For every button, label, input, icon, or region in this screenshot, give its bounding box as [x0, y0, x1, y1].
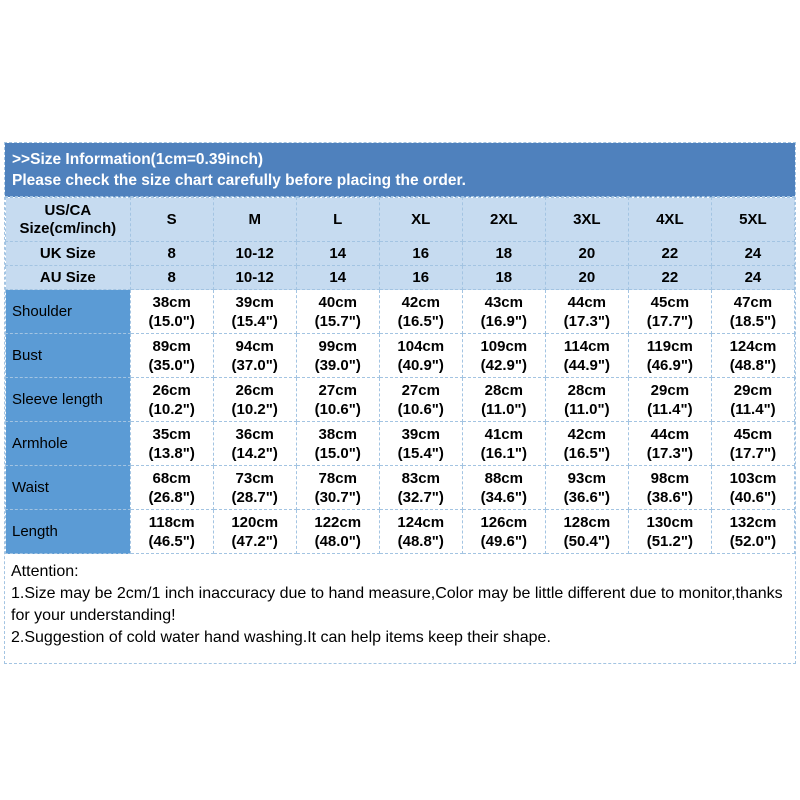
attention-note-1: 1.Size may be 2cm/1 inch inaccuracy due … — [11, 585, 783, 624]
size-value-cell: 41cm (16.1") — [461, 421, 546, 466]
size-value-cell: 99cm (39.0") — [295, 333, 380, 378]
size-value-cell: 78cm (30.7") — [295, 465, 380, 510]
attention-section: Attention: 1.Size may be 2cm/1 inch inac… — [5, 554, 795, 663]
row-label: UK Size — [5, 241, 131, 266]
row-label: Waist — [5, 465, 131, 510]
size-value-cell: 43cm (16.9") — [461, 289, 546, 334]
size-value-cell: 44cm (17.3") — [544, 289, 629, 334]
size-value-cell: 124cm (48.8") — [710, 333, 796, 378]
measurement-row: Length 118cm (46.5") 120cm (47.2") 122cm (4… — [5, 509, 796, 554]
size-value-cell: 20 — [544, 265, 629, 290]
measurement-row: Waist 68cm (26.8") 73cm (28.7") 78cm (30.7"… — [5, 465, 796, 510]
size-column-5xl: 5XL — [710, 197, 796, 242]
size-value-cell: 14 — [295, 265, 380, 290]
size-value-cell: 68cm (26.8") — [129, 465, 214, 510]
size-value-cell: 16 — [378, 241, 463, 266]
size-value-cell: 36cm (14.2") — [212, 421, 297, 466]
size-column-3xl: 3XL — [544, 197, 629, 242]
size-value-cell: 10-12 — [212, 265, 297, 290]
size-value-cell: 118cm (46.5") — [129, 509, 214, 554]
size-value-cell: 45cm (17.7") — [627, 289, 712, 334]
size-value-cell: 124cm (48.8") — [378, 509, 463, 554]
size-info-subtitle: Please check the size chart carefully be… — [12, 172, 466, 189]
size-value-cell: 26cm (10.2") — [212, 377, 297, 422]
corner-label: US/CA Size(cm/inch) — [5, 197, 131, 242]
size-value-cell: 18 — [461, 265, 546, 290]
size-chart-sheet: >>Size Information(1cm=0.39inch) Please … — [4, 142, 796, 664]
size-value-cell: 120cm (47.2") — [212, 509, 297, 554]
row-label: Length — [5, 509, 131, 554]
size-value-cell: 42cm (16.5") — [378, 289, 463, 334]
size-value-cell: 88cm (34.6") — [461, 465, 546, 510]
size-value-cell: 94cm (37.0") — [212, 333, 297, 378]
size-value-cell: 98cm (38.6") — [627, 465, 712, 510]
size-value-cell: 39cm (15.4") — [378, 421, 463, 466]
size-info-title: >>Size Information(1cm=0.39inch) — [12, 151, 264, 168]
size-value-cell: 27cm (10.6") — [295, 377, 380, 422]
measurement-row: Sleeve length 26cm (10.2") 26cm (10.2") 27c… — [5, 377, 796, 422]
size-value-cell: 93cm (36.6") — [544, 465, 629, 510]
size-value-cell: 10-12 — [212, 241, 297, 266]
size-column-2xl: 2XL — [461, 197, 546, 242]
attention-title: Attention: — [11, 563, 79, 580]
size-column-xl: XL — [378, 197, 463, 242]
size-value-cell: 40cm (15.7") — [295, 289, 380, 334]
measurement-row: Shoulder 38cm (15.0") 39cm (15.4") 40cm (15… — [5, 289, 796, 334]
size-value-cell: 26cm (10.2") — [129, 377, 214, 422]
size-value-cell: 29cm (11.4") — [710, 377, 796, 422]
size-value-cell: 109cm (42.9") — [461, 333, 546, 378]
size-value-cell: 122cm (48.0") — [295, 509, 380, 554]
size-value-cell: 16 — [378, 265, 463, 290]
size-value-cell: 38cm (15.0") — [295, 421, 380, 466]
row-label: Armhole — [5, 421, 131, 466]
measurement-row: Bust 89cm (35.0") 94cm (37.0") 99cm (39.0")… — [5, 333, 796, 378]
size-value-cell: 130cm (51.2") — [627, 509, 712, 554]
size-value-cell: 73cm (28.7") — [212, 465, 297, 510]
size-column-m: M — [212, 197, 297, 242]
size-value-cell: 24 — [710, 241, 796, 266]
size-value-cell: 29cm (11.4") — [627, 377, 712, 422]
size-value-cell: 42cm (16.5") — [544, 421, 629, 466]
size-value-cell: 20 — [544, 241, 629, 266]
size-value-cell: 8 — [129, 241, 214, 266]
size-column-l: L — [295, 197, 380, 242]
row-label: Bust — [5, 333, 131, 378]
size-value-cell: 35cm (13.8") — [129, 421, 214, 466]
size-value-cell: 104cm (40.9") — [378, 333, 463, 378]
size-value-cell: 132cm (52.0") — [710, 509, 796, 554]
size-value-cell: 119cm (46.9") — [627, 333, 712, 378]
row-label: Sleeve length — [5, 377, 131, 422]
size-value-cell: 47cm (18.5") — [710, 289, 796, 334]
size-value-cell: 89cm (35.0") — [129, 333, 214, 378]
attention-note-2: 2.Suggestion of cold water hand washing.… — [11, 629, 551, 646]
size-value-cell: 39cm (15.4") — [212, 289, 297, 334]
size-value-cell: 22 — [627, 241, 712, 266]
conversion-row: UK Size 8 10-12 14 16 18 20 22 24 — [5, 241, 796, 266]
size-value-cell: 24 — [710, 265, 796, 290]
size-table: US/CA Size(cm/inch) S M L XL 2XL 3XL 4XL 5XL UK… — [5, 197, 796, 554]
row-label: AU Size — [5, 265, 131, 290]
conversion-row: AU Size 8 10-12 14 16 18 20 22 24 — [5, 265, 796, 290]
measurement-row: Armhole 35cm (13.8") 36cm (14.2") 38cm (15.… — [5, 421, 796, 466]
size-value-cell: 44cm (17.3") — [627, 421, 712, 466]
row-label: Shoulder — [5, 289, 131, 334]
size-value-cell: 22 — [627, 265, 712, 290]
size-value-cell: 114cm (44.9") — [544, 333, 629, 378]
size-column-s: S — [129, 197, 214, 242]
size-value-cell: 27cm (10.6") — [378, 377, 463, 422]
size-value-cell: 18 — [461, 241, 546, 266]
size-column-4xl: 4XL — [627, 197, 712, 242]
size-value-cell: 126cm (49.6") — [461, 509, 546, 554]
size-value-cell: 14 — [295, 241, 380, 266]
size-info-header: >>Size Information(1cm=0.39inch) Please … — [5, 143, 795, 197]
size-value-cell: 28cm (11.0") — [544, 377, 629, 422]
size-value-cell: 83cm (32.7") — [378, 465, 463, 510]
size-value-cell: 45cm (17.7") — [710, 421, 796, 466]
size-value-cell: 8 — [129, 265, 214, 290]
size-value-cell: 38cm (15.0") — [129, 289, 214, 334]
size-value-cell: 28cm (11.0") — [461, 377, 546, 422]
size-header-row: US/CA Size(cm/inch) S M L XL 2XL 3XL 4XL 5XL — [5, 197, 796, 242]
size-value-cell: 103cm (40.6") — [710, 465, 796, 510]
size-value-cell: 128cm (50.4") — [544, 509, 629, 554]
